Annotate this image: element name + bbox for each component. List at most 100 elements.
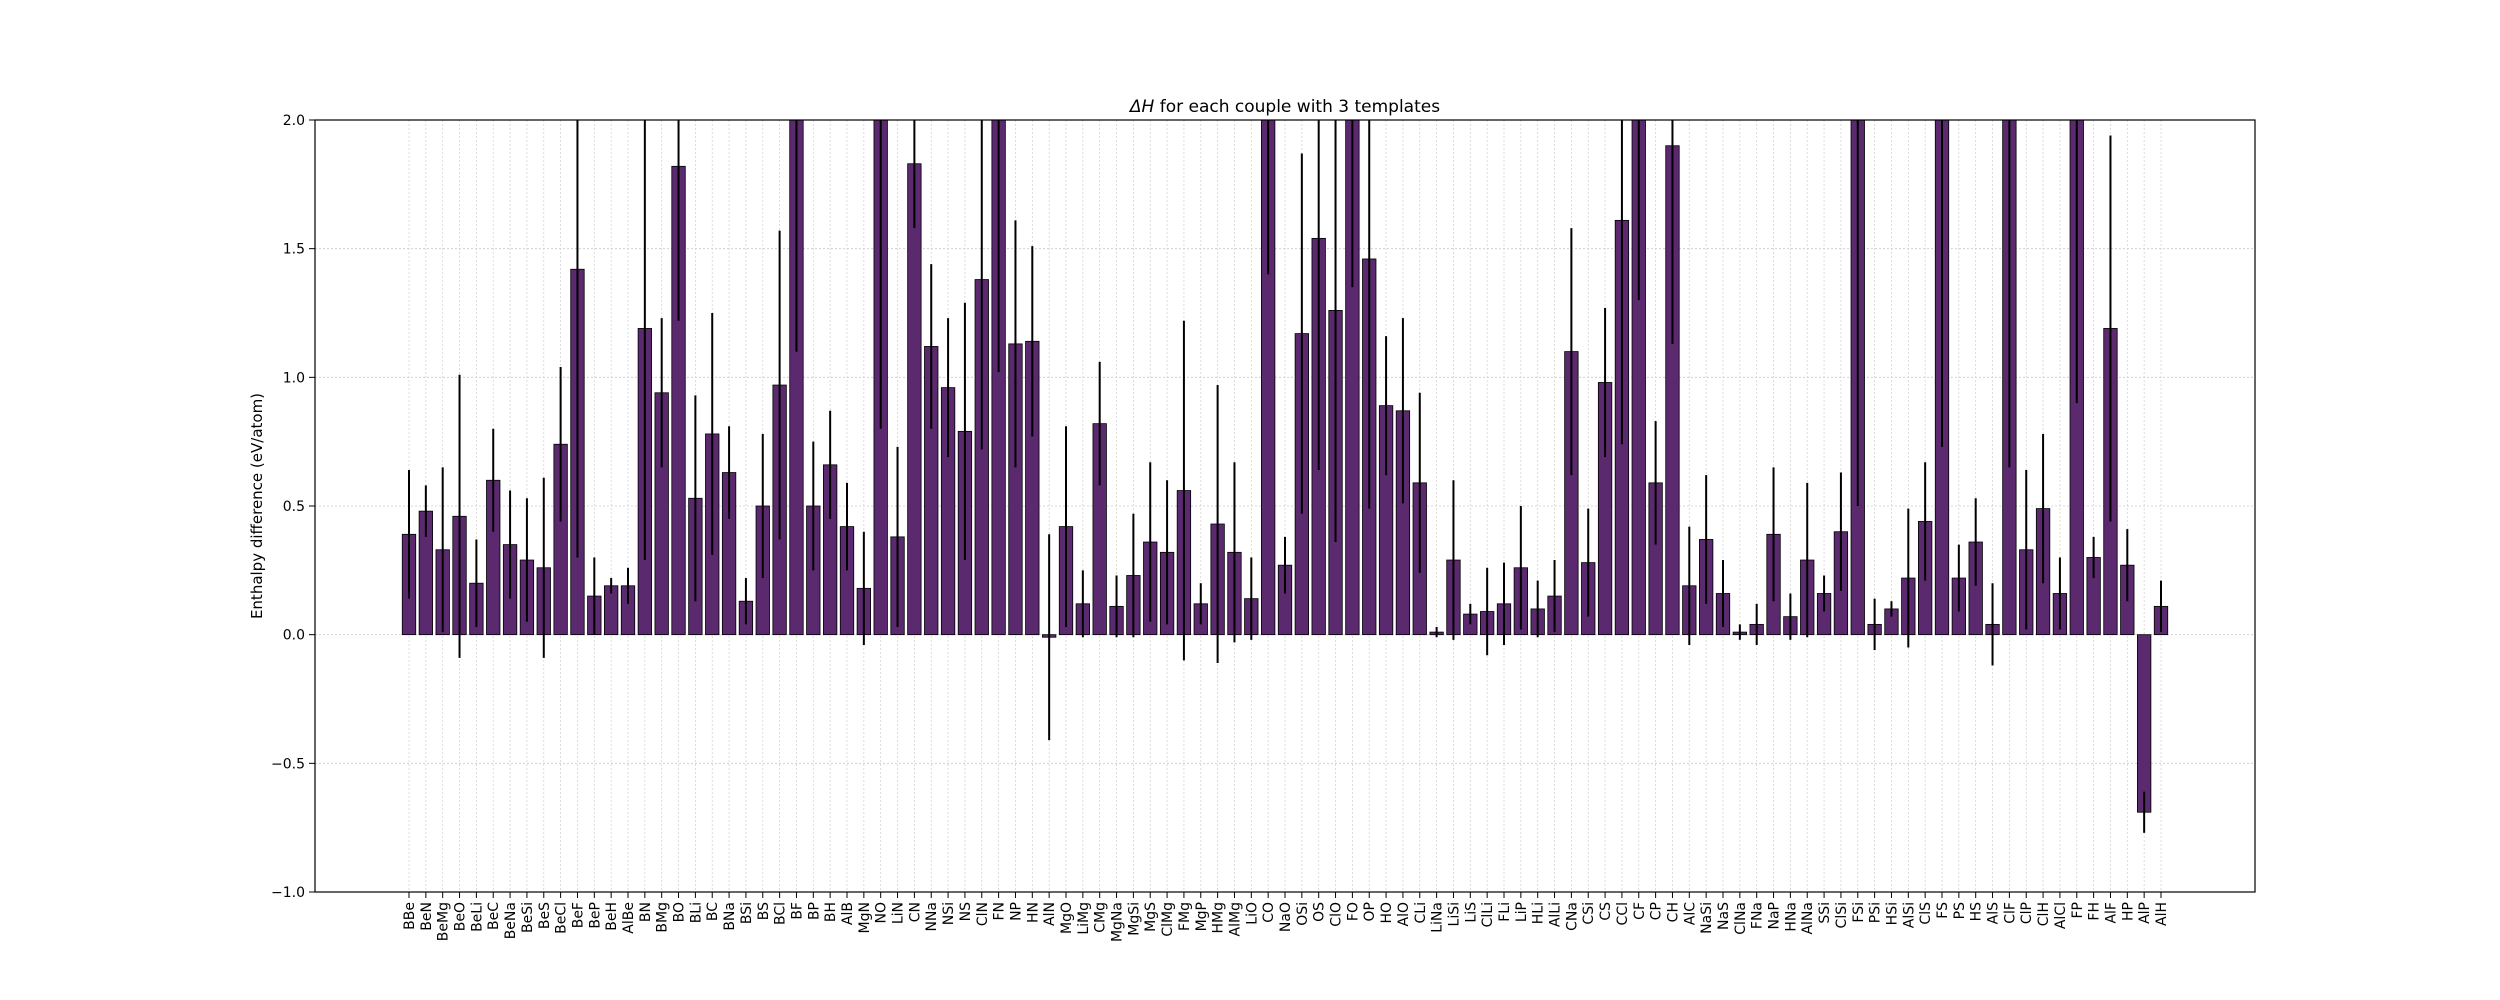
x-tick-label: FO: [1345, 902, 1361, 921]
x-tick-label: AlH: [2154, 902, 2170, 926]
x-tick-label: SSi: [1817, 902, 1833, 924]
x-tick-label: AlN: [1042, 902, 1058, 926]
x-tick-label: BeF: [570, 902, 586, 928]
x-tick-label: AlNa: [1800, 902, 1816, 935]
x-tick-label: HN: [1025, 902, 1041, 923]
x-tick-label: PSi: [1868, 902, 1884, 923]
x-tick-label: BeP: [587, 902, 603, 929]
x-tick-label: BNa: [722, 902, 738, 931]
x-tick-label: LiNa: [1430, 902, 1446, 933]
x-tick-label: NaS: [1716, 902, 1732, 930]
y-tick-label: 0.5: [283, 499, 305, 515]
x-tick-label: CMg: [1093, 902, 1109, 933]
x-tick-label: BeH: [604, 902, 620, 931]
x-tick-label: ClNa: [1733, 902, 1749, 935]
x-tick-label: BeC: [486, 902, 502, 930]
title-text: for each couple with 3 templates: [1154, 97, 1440, 117]
x-tick-label: NaP: [1767, 902, 1783, 930]
x-tick-label: BeLi: [469, 902, 485, 932]
x-tick-label: ClN: [975, 902, 991, 926]
error-bars-layer: [408, 120, 2162, 833]
x-tick-label: LiP: [1514, 902, 1530, 922]
x-tick-label: AlS: [1986, 902, 2002, 924]
x-tick-label: FS: [1935, 902, 1951, 919]
x-tick-label: AlMg: [1227, 902, 1243, 936]
x-tick-label: LiMg: [1076, 902, 1092, 935]
x-tick-label: LiN: [891, 902, 907, 924]
x-tick-label: HO: [1379, 902, 1395, 924]
x-tick-label: NNa: [924, 902, 940, 932]
y-tick-label: 0.0: [283, 628, 305, 644]
x-tick-label: NaO: [1278, 902, 1294, 932]
x-tick-label: CSi: [1581, 902, 1597, 925]
x-tick-label: MgNa: [1110, 902, 1126, 942]
x-tick-label: OSi: [1295, 902, 1311, 926]
x-tick-label: NP: [1008, 902, 1024, 921]
y-tick-label: −0.5: [271, 756, 305, 772]
bar-AlP: [2137, 634, 2152, 813]
x-tick-label: BeO: [453, 902, 469, 931]
x-tick-label: NS: [958, 902, 974, 921]
x-tick-label: AlO: [1396, 902, 1412, 927]
x-tick-label: BeNa: [503, 902, 519, 939]
y-tick-label: −1.0: [271, 885, 305, 901]
x-tick-label: BeSi: [520, 902, 536, 933]
chart-title: ΔH for each couple with 3 templates: [1128, 97, 1440, 117]
x-tick-label: BN: [638, 902, 654, 922]
x-tick-label: BH: [823, 902, 839, 922]
x-tick-label: MgP: [1194, 902, 1210, 931]
x-tick-label: CP: [1649, 902, 1665, 920]
x-tick-label: FN: [992, 902, 1008, 921]
x-tick-label: FSi: [1851, 902, 1867, 923]
y-axis-ticks: −1.0 −0.5 0.0 0.5 1.0 1.5 2.0: [271, 113, 315, 901]
x-tick-label: BLi: [688, 902, 704, 923]
title-symbol: ΔH: [1128, 97, 1155, 117]
x-tick-label: BeCl: [554, 902, 570, 934]
x-tick-label: CS: [1598, 902, 1614, 921]
y-tick-label: 1.5: [283, 242, 305, 258]
x-tick-label: BCl: [773, 902, 789, 925]
x-tick-label: CLi: [1413, 902, 1429, 923]
x-tick-label: BeS: [537, 902, 553, 929]
x-tick-label: FLi: [1497, 902, 1513, 922]
x-tick-label: HNa: [1783, 902, 1799, 932]
x-tick-label: MgO: [1059, 902, 1075, 934]
x-tick-label: FMg: [1177, 902, 1193, 931]
grid-layer: [315, 119, 2255, 893]
x-tick-label: BSi: [739, 902, 755, 924]
x-tick-label: NSi: [941, 902, 957, 925]
x-tick-label: CCl: [1615, 902, 1631, 925]
x-tick-label: LiS: [1463, 902, 1479, 923]
x-tick-label: BBe: [402, 902, 418, 930]
x-tick-label: LiSi: [1446, 902, 1462, 926]
x-tick-label: MgN: [857, 902, 873, 933]
x-tick-label: AlB: [840, 902, 856, 925]
x-tick-label: OP: [1362, 902, 1378, 921]
x-tick-label: HP: [2120, 902, 2136, 921]
x-tick-label: BC: [705, 902, 721, 921]
x-tick-label: CH: [1665, 902, 1681, 922]
x-tick-label: ClH: [2036, 902, 2052, 926]
x-tick-label: ClMg: [1160, 902, 1176, 937]
x-tick-label: BeMg: [436, 902, 452, 941]
y-tick-label: 2.0: [283, 113, 305, 129]
x-tick-label: BS: [756, 902, 772, 920]
x-tick-label: NO: [874, 902, 890, 924]
bar-CN: [907, 163, 922, 636]
x-tick-label: HSi: [1884, 902, 1900, 925]
x-tick-label: CF: [1632, 902, 1648, 920]
x-tick-label: CO: [1261, 902, 1277, 923]
y-axis-label: Enthalpy difference (eV/atom): [248, 393, 266, 619]
x-tick-label: FP: [2070, 902, 2086, 919]
x-tick-label: HMg: [1211, 902, 1227, 934]
x-tick-label: MgSi: [1126, 902, 1142, 936]
x-tick-label: BO: [672, 902, 688, 922]
x-tick-label: ClLi: [1480, 902, 1496, 927]
x-tick-label: AlP: [2137, 902, 2153, 924]
x-tick-label: ClSi: [1834, 902, 1850, 928]
x-tick-label: ClP: [2019, 902, 2035, 924]
x-tick-label: MgS: [1143, 902, 1159, 932]
x-tick-label: LiO: [1244, 902, 1260, 925]
